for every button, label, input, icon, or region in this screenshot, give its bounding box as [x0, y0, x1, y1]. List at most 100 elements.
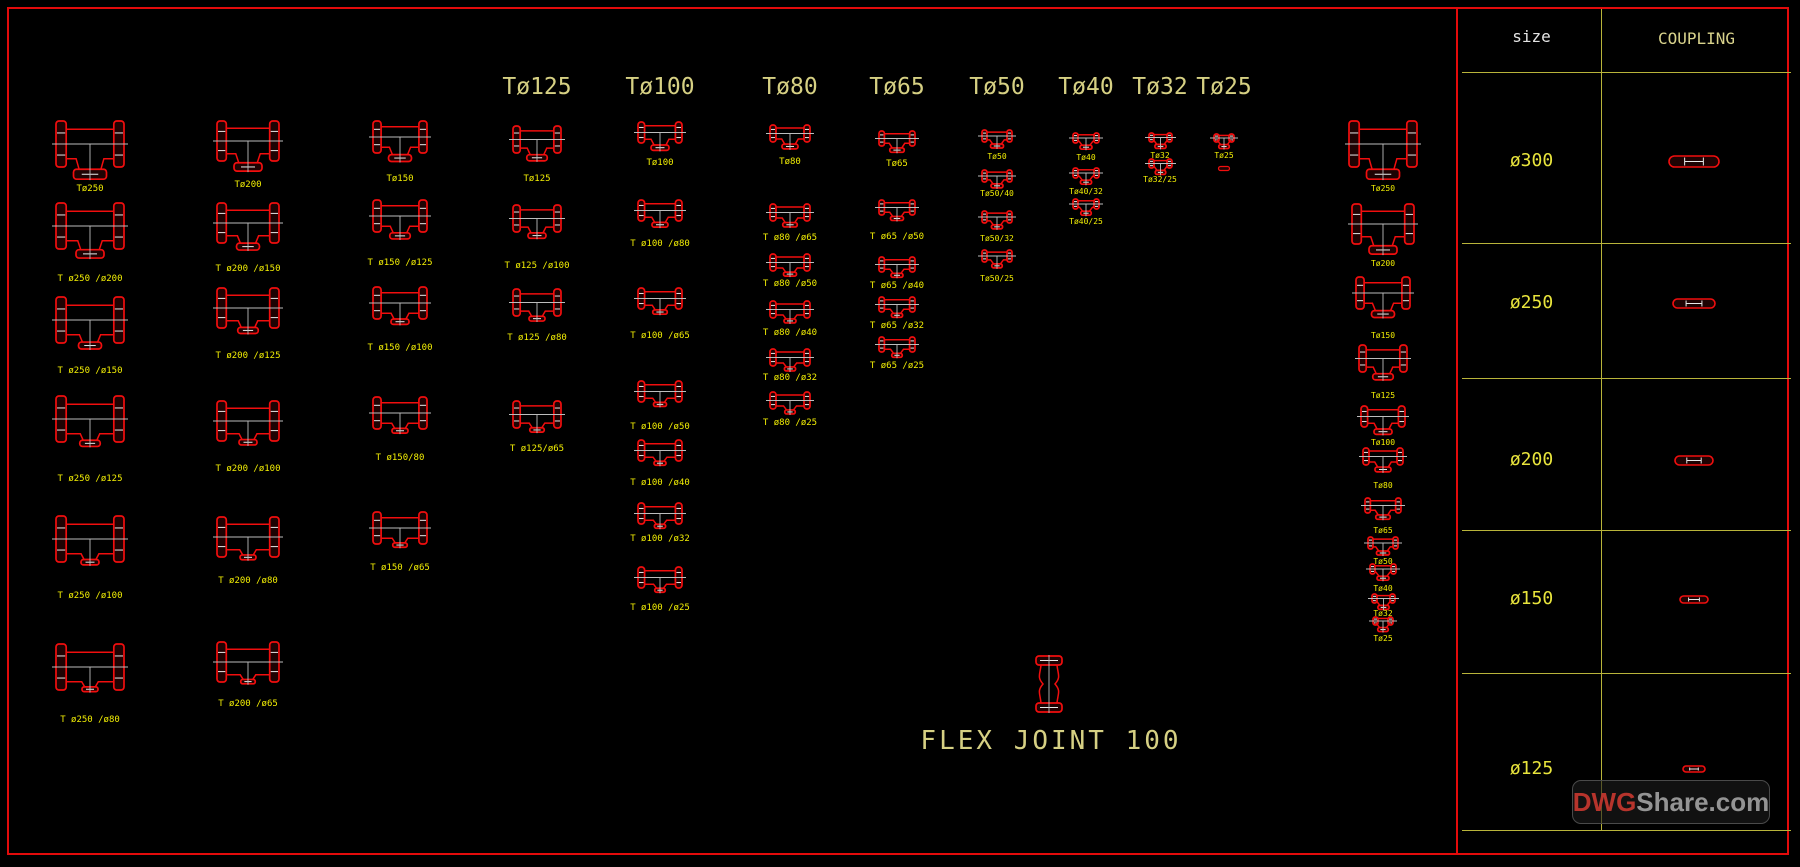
tee-symbol: [1210, 132, 1238, 151]
tee-label: T ø65 /ø40: [869, 281, 925, 291]
tee-label: T ø150 /ø125: [367, 258, 433, 268]
tee-symbol: [875, 129, 919, 154]
tee-symbol: [766, 347, 814, 373]
tee-label: T ø125 /ø80: [507, 333, 567, 343]
tee-label: T ø100 /ø25: [630, 603, 690, 613]
tee-symbol: [634, 438, 686, 467]
tee-label: Tø40: [1373, 584, 1393, 593]
tee-symbol: [1355, 343, 1411, 382]
tee-label: T ø80 /ø40: [762, 328, 818, 338]
table-line: [1462, 673, 1791, 674]
table-column-divider: [1601, 9, 1602, 830]
table-line: [1462, 72, 1791, 73]
tee-label: T ø100 /ø65: [630, 331, 690, 341]
tee-symbol: [766, 123, 814, 151]
tee-symbol: [213, 286, 283, 336]
table-row-size: ø300: [1509, 150, 1554, 171]
tee-symbol: [1069, 197, 1103, 217]
column-title: Tø25: [1196, 74, 1252, 100]
flex-joint-symbol: [1030, 655, 1068, 713]
column-title: Tø100: [625, 74, 695, 100]
table-line: [1462, 830, 1791, 831]
tee-label: Tø50/25: [980, 274, 1014, 283]
tee-symbol: [978, 128, 1016, 150]
tee-label: T ø200 /ø150: [215, 264, 281, 274]
tee-symbol: [213, 119, 283, 173]
tee-symbol: [1352, 275, 1414, 320]
table-line: [1462, 378, 1791, 379]
table-row-size: ø125: [1509, 758, 1554, 779]
tee-label: Tø125: [1370, 391, 1396, 400]
table-header-coupling: COUPLING: [1657, 29, 1736, 48]
tee-label: Tø200: [234, 180, 262, 190]
tee-symbol: [52, 642, 128, 694]
tee-label: Tø32/25: [1143, 175, 1177, 184]
tee-symbol: [634, 286, 686, 316]
tee-label: Tø40: [1076, 153, 1096, 162]
tee-symbol: [52, 295, 128, 351]
tee-label: T ø150 /ø100: [367, 343, 433, 353]
table-row-size: ø250: [1509, 292, 1554, 313]
tee-symbol: [52, 201, 128, 260]
tee-label: T ø80 /ø50: [762, 279, 818, 289]
tee-symbol: [213, 399, 283, 447]
coupling-symbol: [1672, 297, 1716, 309]
column-title: Tø40: [1058, 74, 1114, 100]
tee-symbol: [213, 640, 283, 686]
tee-symbol: [369, 198, 431, 241]
tee-symbol: [369, 285, 431, 326]
dwgshare-watermark: DWG Share.com: [1572, 780, 1770, 824]
tee-symbol: [52, 119, 128, 181]
tee-label: T ø250 /ø150: [57, 366, 123, 376]
tee-label: Tø80: [1373, 481, 1393, 490]
column-title: Tø80: [762, 74, 818, 100]
tee-symbol: [766, 202, 814, 229]
watermark-prefix: DWG: [1572, 786, 1637, 817]
tee-label: Tø200: [1370, 259, 1396, 268]
tee-label: Tø25: [1214, 151, 1234, 160]
tee-symbol: [1069, 131, 1103, 151]
tee-label: T ø65 /ø32: [869, 321, 925, 331]
tee-symbol: [1357, 404, 1409, 436]
tee-symbol: [978, 168, 1016, 190]
tee-symbol: [1367, 592, 1399, 611]
tee-label: T ø200 /ø125: [215, 351, 281, 361]
tee-symbol: [1144, 131, 1176, 150]
column-title: Tø32: [1132, 74, 1188, 100]
tee-label: Tø150: [1370, 331, 1396, 340]
tee-symbol: [875, 255, 919, 279]
tee-label: Tø50: [1373, 557, 1393, 566]
tee-label: Tø32: [1373, 609, 1393, 618]
tee-symbol: [213, 515, 283, 562]
tee-label: Tø80: [779, 157, 801, 167]
tee-symbol: [1359, 446, 1407, 474]
tee-label: T ø250 /ø100: [57, 591, 123, 601]
tee-symbol: [509, 399, 565, 434]
tee-symbol: [1364, 535, 1402, 557]
flex-joint-label: FLEX JOINT 100: [920, 726, 1182, 756]
tee-symbol: [634, 198, 686, 229]
tee-symbol: [509, 124, 565, 163]
table-row-size: ø150: [1509, 588, 1554, 609]
tee-label: Tø40/25: [1069, 217, 1103, 226]
coupling-symbol: [1674, 454, 1714, 466]
table-line: [1462, 530, 1791, 531]
tee-symbol: [52, 394, 128, 448]
tee-dash-mark: [1217, 165, 1231, 172]
table-row-size: ø200: [1509, 449, 1554, 470]
tee-symbol: [213, 201, 283, 252]
tee-label: Tø65: [886, 159, 908, 169]
table-header-size: size: [1512, 27, 1551, 46]
tee-symbol: [766, 252, 814, 278]
tee-label: T ø80 /ø25: [762, 418, 818, 428]
tee-label: T ø125 /ø100: [504, 261, 570, 271]
tee-symbol: [1369, 615, 1397, 634]
tee-symbol: [369, 395, 431, 435]
watermark-suffix: Share.com: [1636, 786, 1770, 817]
coupling-symbol: [1668, 154, 1720, 168]
tee-label: Tø100: [646, 158, 674, 168]
tee-label: T ø250 /ø125: [57, 474, 123, 484]
tee-label: Tø100: [1370, 438, 1396, 447]
tee-symbol: [1366, 562, 1400, 582]
